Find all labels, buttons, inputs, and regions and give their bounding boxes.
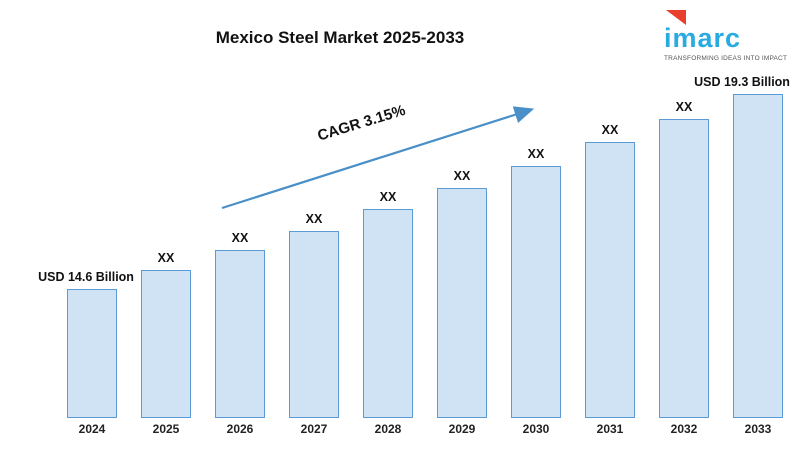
x-axis-label: 2026 xyxy=(226,422,254,436)
bar-value-label: XX xyxy=(305,212,323,226)
bar-plot-area: USD 14.6 Billion 2024 XX 2025 XX 2026 XX 2027 XX… xyxy=(38,70,795,440)
bar-group: XX 2029 xyxy=(425,169,499,440)
bar-value-label: USD 19.3 Billion xyxy=(694,75,790,89)
bar-group: XX 2028 xyxy=(351,190,425,440)
bar-value-label: XX xyxy=(675,100,693,114)
bar-value-label: XX xyxy=(379,190,397,204)
bar-group: XX 2032 xyxy=(647,100,721,440)
bar-group: XX 2026 xyxy=(203,231,277,440)
x-axis-label: 2024 xyxy=(78,422,106,436)
bar-value-label: XX xyxy=(157,251,175,265)
bar xyxy=(289,231,339,418)
x-axis-label: 2033 xyxy=(744,422,772,436)
bar xyxy=(733,94,783,418)
x-axis-label: 2027 xyxy=(300,422,328,436)
bar xyxy=(67,289,117,418)
bar xyxy=(659,119,709,418)
logo-wordmark: imarc xyxy=(664,23,742,53)
logo-flag-icon xyxy=(666,10,686,25)
imarc-logo: imarc TRANSFORMING IDEAS INTO IMPACT xyxy=(664,10,788,62)
bar xyxy=(511,166,561,418)
bar xyxy=(215,250,265,418)
logo-tagline: TRANSFORMING IDEAS INTO IMPACT xyxy=(664,55,788,62)
chart-title: Mexico Steel Market 2025-2033 xyxy=(215,28,465,47)
x-axis-label: 2028 xyxy=(374,422,402,436)
x-axis-label: 2029 xyxy=(448,422,476,436)
bar-value-label: XX xyxy=(453,169,471,183)
bar-value-label: XX xyxy=(601,123,619,137)
bar-value-label: XX xyxy=(231,231,249,245)
bar xyxy=(437,188,487,418)
bar-group: USD 19.3 Billion 2033 xyxy=(694,75,795,440)
bar xyxy=(585,142,635,418)
bar-group: XX 2025 xyxy=(129,251,203,440)
bar-value-label: XX xyxy=(527,147,545,161)
bar-group: XX 2027 xyxy=(277,212,351,440)
bar-value-label: USD 14.6 Billion xyxy=(38,270,134,284)
x-axis-label: 2032 xyxy=(670,422,698,436)
bar-group: XX 2031 xyxy=(573,123,647,440)
bar-group: USD 14.6 Billion 2024 xyxy=(38,270,134,440)
bar xyxy=(141,270,191,418)
x-axis-label: 2025 xyxy=(152,422,180,436)
bar xyxy=(363,209,413,418)
x-axis-label: 2030 xyxy=(522,422,550,436)
bar-group: XX 2030 xyxy=(499,147,573,440)
x-axis-label: 2031 xyxy=(596,422,624,436)
